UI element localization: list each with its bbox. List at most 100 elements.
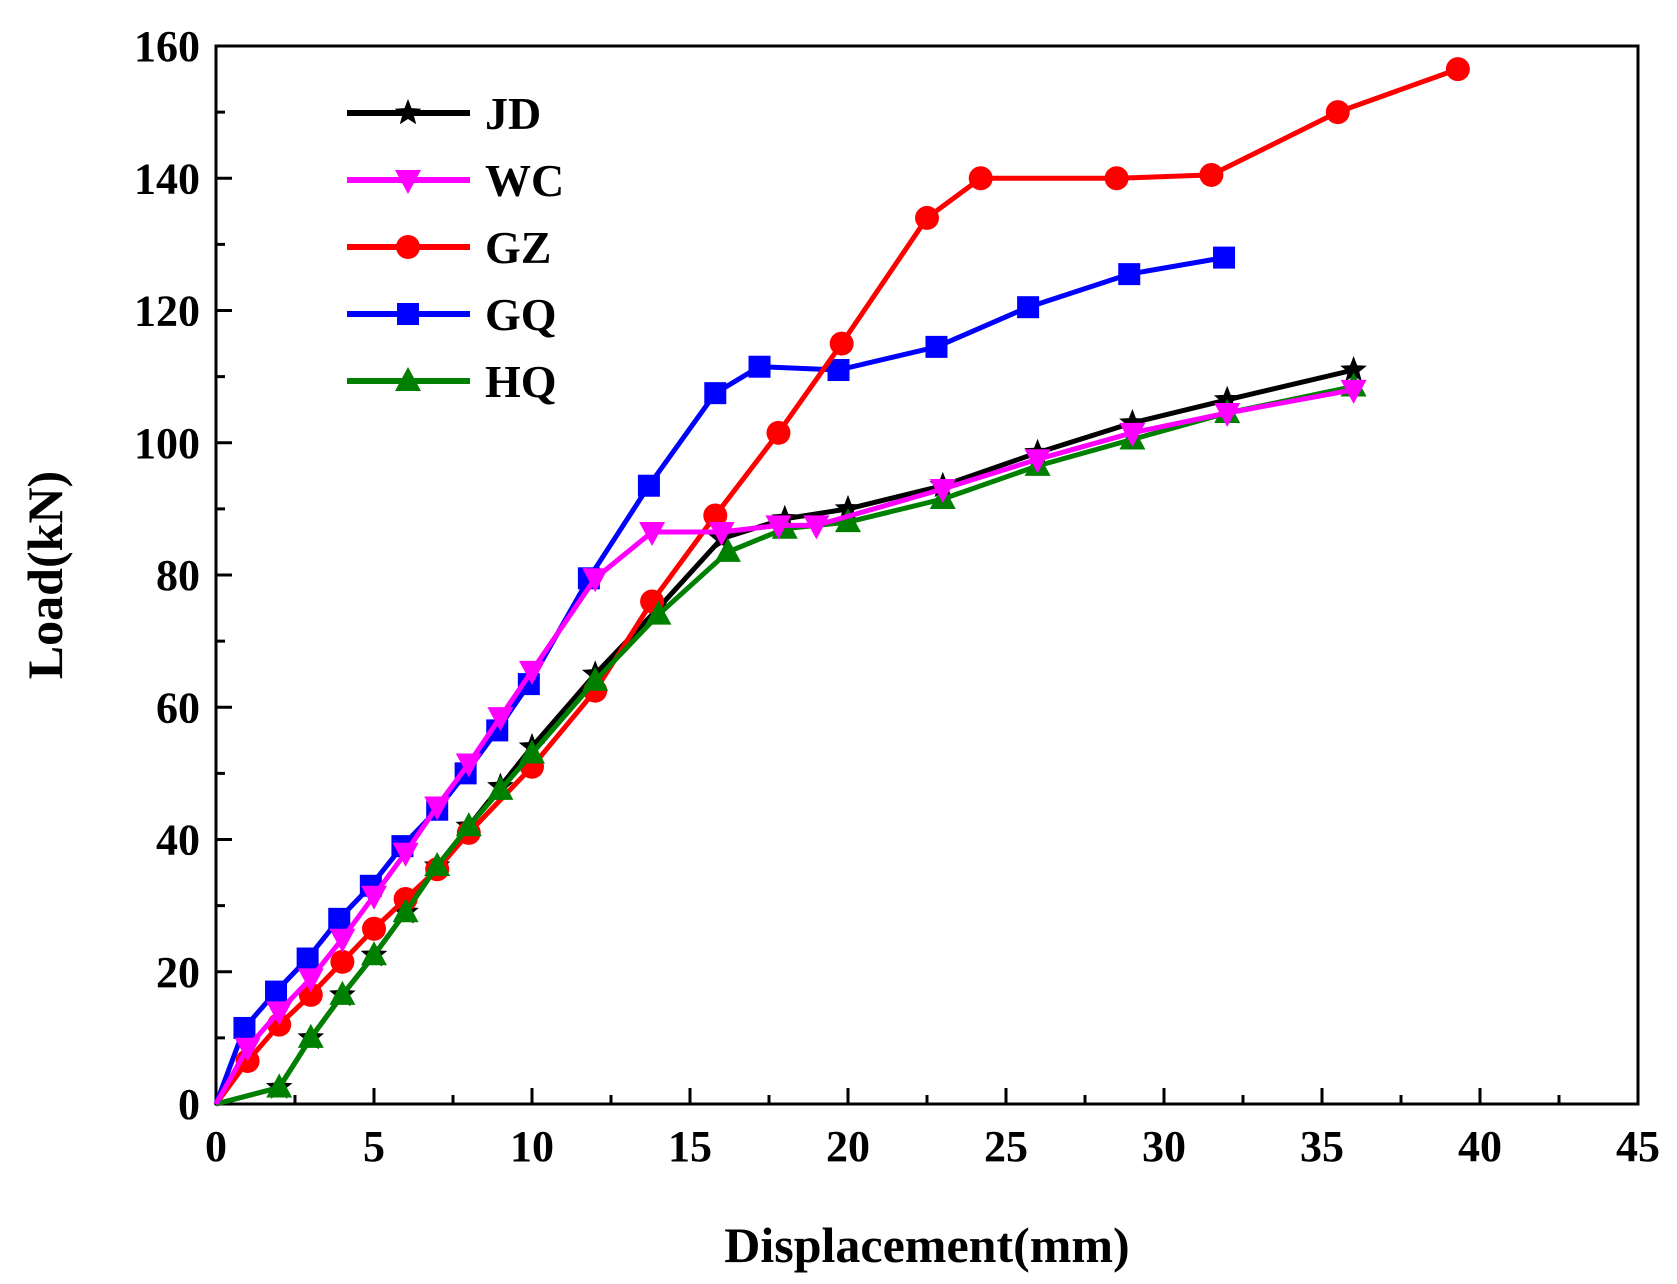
series-jd-point [1340,356,1367,382]
series-wc-point [1340,379,1367,404]
legend-item-hq: HQ [347,356,557,407]
x-tick-label: 0 [205,1122,227,1171]
plot-frame [214,44,1640,1106]
legend-item-jd: JD [347,88,541,139]
series-gq-point [748,355,771,378]
series-wc-point [1119,422,1146,447]
series-gq-point [1118,263,1141,286]
y-tick-label: 140 [134,154,200,203]
series-gz-point [1104,166,1129,191]
y-tick-label: 20 [156,948,200,997]
series-jd-point [1119,408,1146,435]
series-gq-point [265,980,288,1003]
legend-swatch-marker [394,99,422,125]
series-layer [213,57,1470,1107]
x-tick-label: 25 [984,1122,1028,1171]
series-wc-point [708,522,735,547]
y-tick-label: 60 [156,683,200,732]
series-gz-point [703,503,728,528]
x-tick-label: 15 [668,1122,712,1171]
y-tick-labels: 0 20 40 60 80 100 120 140 160 [134,22,200,1129]
series-wc-point [803,515,830,540]
series-wc-point [297,968,324,993]
x-tick-label: 5 [363,1122,385,1171]
series-hq-point [361,941,387,966]
series-hq-point [329,980,356,1005]
series-gq-point [925,335,948,358]
legend-swatch-marker [395,170,421,194]
legend-item-gz: GZ [347,222,551,273]
legend-swatch-marker [396,235,420,259]
series-gz-line [213,66,1459,1106]
series-hq-point [297,1023,324,1048]
x-tick-label: 45 [1616,1122,1660,1171]
series-gz-point [915,205,939,230]
series-wc-point [487,707,514,732]
series-gq-point [637,474,660,497]
series-jd-line [215,367,1355,1107]
series-hq [215,372,1367,1107]
series-gq [213,246,1236,1105]
series-hq-line [215,384,1355,1107]
series-gq-point [1017,296,1040,319]
series-gq-point [328,907,351,930]
y-tick-label: 160 [134,22,200,71]
series-wc [213,379,1367,1106]
series-wc-point [519,660,545,685]
legend-label: GQ [485,289,557,340]
series-hq-point [714,537,741,562]
x-tick-label: 35 [1300,1122,1344,1171]
y-tick-label: 120 [134,287,200,336]
series-gz [213,57,1470,1106]
x-tick-label: 20 [826,1122,870,1171]
series-gz-point [1199,162,1224,187]
legend-label: GZ [485,222,551,273]
x-tick-label: 30 [1142,1122,1186,1171]
series-jd-point [834,494,862,521]
series-wc-point [455,753,482,778]
legend-label: WC [485,155,564,206]
series-gz-point [766,420,791,445]
series-wc-point [765,515,792,540]
series-wc-point [929,479,956,504]
y-tick-label: 40 [156,816,200,865]
series-wc-point [329,928,356,953]
series-hq-point [266,1073,293,1098]
x-tick-label: 10 [510,1122,554,1171]
legend-item-gq: GQ [347,289,557,340]
series-jd [215,356,1367,1107]
series-gz-point [362,916,386,941]
series-gq-point [704,382,727,405]
series-gq-point [1213,246,1236,269]
legend-swatch-marker [397,303,419,325]
series-gq-point [233,1016,256,1039]
legend-label: HQ [485,356,557,407]
series-wc-point [582,568,609,593]
series-hq-point [645,600,672,625]
series-wc-point [1214,402,1241,427]
legend-item-wc: WC [347,155,564,206]
series-gz-point [829,331,854,356]
legend-swatch-marker [395,367,421,391]
series-wc-point [424,796,451,821]
series-wc-line [213,387,1355,1106]
series-hq-point [519,739,545,764]
y-tick-label: 80 [156,551,200,600]
y-tick-label: 0 [178,1080,200,1129]
series-hq-point [424,851,451,876]
series-gz-point [298,982,323,1007]
series-hq-point [392,898,419,923]
series-gq-point [827,359,850,382]
x-tick-labels: 0 5 10 15 20 25 30 35 40 45 [205,1122,1660,1171]
x-tick-label: 40 [1458,1122,1502,1171]
series-jd-point [1213,385,1241,412]
series-wc-point [361,885,387,910]
y-axis-title: Load(kN) [17,471,73,679]
series-hq-point [487,775,514,800]
legend-label: JD [485,88,541,139]
axis-ticks [214,44,1640,1106]
series-gz-point [1445,57,1470,82]
series-wc-point [1024,449,1051,474]
series-hq-point [835,508,861,533]
